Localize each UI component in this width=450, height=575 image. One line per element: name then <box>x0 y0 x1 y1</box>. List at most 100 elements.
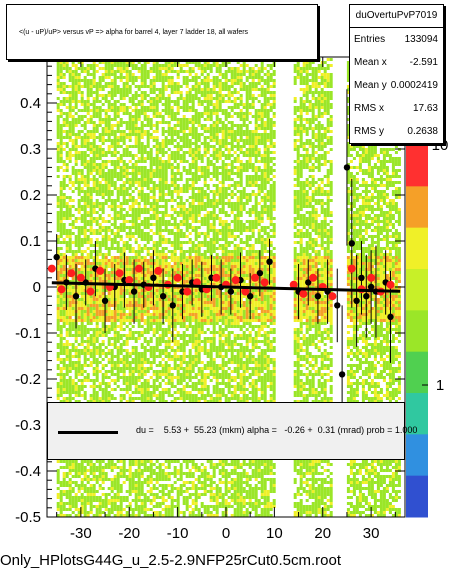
heatmap-cell <box>95 304 99 307</box>
heatmap-cell <box>59 346 63 349</box>
heatmap-cell <box>176 241 180 244</box>
heatmap-cell <box>89 463 93 466</box>
heatmap-cell <box>80 271 84 274</box>
heatmap-cell <box>89 193 93 196</box>
heatmap-cell <box>83 466 87 469</box>
heatmap-cell <box>62 76 66 79</box>
heatmap-cell <box>77 496 81 499</box>
heatmap-cell <box>80 163 84 166</box>
heatmap-cell <box>83 505 87 508</box>
heatmap-cell <box>92 490 96 493</box>
heatmap-cell <box>56 322 60 325</box>
heatmap-cell <box>161 193 165 196</box>
heatmap-cell <box>62 121 66 124</box>
heatmap-cell <box>95 340 99 343</box>
heatmap-cell <box>56 355 60 358</box>
heatmap-cell <box>62 73 66 76</box>
heatmap-cell <box>167 505 171 508</box>
heatmap-cell <box>119 298 123 301</box>
heatmap-cell <box>59 217 63 220</box>
heatmap-cell <box>92 190 96 193</box>
heatmap-cell <box>95 397 99 400</box>
heatmap-cell <box>68 157 72 160</box>
heatmap-cell <box>92 130 96 133</box>
heatmap-cell <box>107 262 111 265</box>
heatmap-cell <box>104 175 108 178</box>
heatmap-cell <box>116 256 120 259</box>
heatmap-cell <box>113 70 117 73</box>
heatmap-cell <box>170 376 174 379</box>
heatmap-cell <box>149 202 153 205</box>
heatmap-cell <box>113 205 117 208</box>
heatmap-cell <box>98 85 102 88</box>
heatmap-cell <box>149 298 153 301</box>
heatmap-cell <box>56 250 60 253</box>
heatmap-cell <box>176 157 180 160</box>
heatmap-cell <box>173 226 177 229</box>
heatmap-cell <box>170 490 174 493</box>
heatmap-cell <box>62 91 66 94</box>
heatmap-cell <box>101 481 105 484</box>
heatmap-cell <box>113 397 117 400</box>
heatmap-cell <box>62 196 66 199</box>
heatmap-cell <box>74 472 78 475</box>
heatmap-cell <box>161 73 165 76</box>
heatmap-cell <box>140 319 144 322</box>
heatmap-cell <box>170 400 174 403</box>
heatmap-cell <box>80 367 84 370</box>
heatmap-cell <box>116 64 120 67</box>
heatmap-cell <box>149 82 153 85</box>
heatmap-cell <box>107 193 111 196</box>
heatmap-cell <box>86 487 90 490</box>
heatmap-cell <box>74 259 78 262</box>
heatmap-cell <box>77 67 81 70</box>
heatmap-cell <box>98 262 102 265</box>
heatmap-cell <box>182 145 186 148</box>
heatmap-cell <box>176 262 180 265</box>
heatmap-cell <box>119 157 123 160</box>
heatmap-cell <box>86 328 90 331</box>
heatmap-cell <box>89 169 93 172</box>
heatmap-cell <box>95 379 99 382</box>
heatmap-cell <box>146 475 150 478</box>
heatmap-cell <box>68 133 72 136</box>
heatmap-cell <box>134 124 138 127</box>
heatmap-cell <box>167 340 171 343</box>
heatmap-cell <box>104 496 108 499</box>
heatmap-cell <box>116 241 120 244</box>
heatmap-cell <box>125 325 129 328</box>
heatmap-cell <box>59 91 63 94</box>
heatmap-cell <box>68 208 72 211</box>
heatmap-cell <box>125 469 129 472</box>
heatmap-cell <box>56 223 60 226</box>
heatmap-cell <box>137 205 141 208</box>
heatmap-cell <box>143 268 147 271</box>
heatmap-cell <box>173 313 177 316</box>
heatmap-cell <box>170 79 174 82</box>
heatmap-cell <box>155 109 159 112</box>
heatmap-cell <box>101 196 105 199</box>
heatmap-cell <box>173 355 177 358</box>
heatmap-cell <box>74 367 78 370</box>
heatmap-cell <box>68 328 72 331</box>
heatmap-cell <box>140 286 144 289</box>
heatmap-cell <box>134 301 138 304</box>
heatmap-cell <box>182 70 186 73</box>
heatmap-cell <box>182 502 186 505</box>
heatmap-cell <box>128 250 132 253</box>
heatmap-cell <box>89 190 93 193</box>
heatmap-cell <box>59 256 63 259</box>
heatmap-cell <box>155 223 159 226</box>
heatmap-cell <box>74 79 78 82</box>
heatmap-cell <box>167 376 171 379</box>
heatmap-cell <box>107 349 111 352</box>
heatmap-cell <box>77 184 81 187</box>
heatmap-cell <box>152 91 156 94</box>
heatmap-cell <box>104 388 108 391</box>
heatmap-cell <box>68 463 72 466</box>
heatmap-cell <box>86 220 90 223</box>
heatmap-cell <box>65 286 69 289</box>
heatmap-cell <box>140 184 144 187</box>
heatmap-cell <box>164 163 168 166</box>
heatmap-cell <box>149 127 153 130</box>
